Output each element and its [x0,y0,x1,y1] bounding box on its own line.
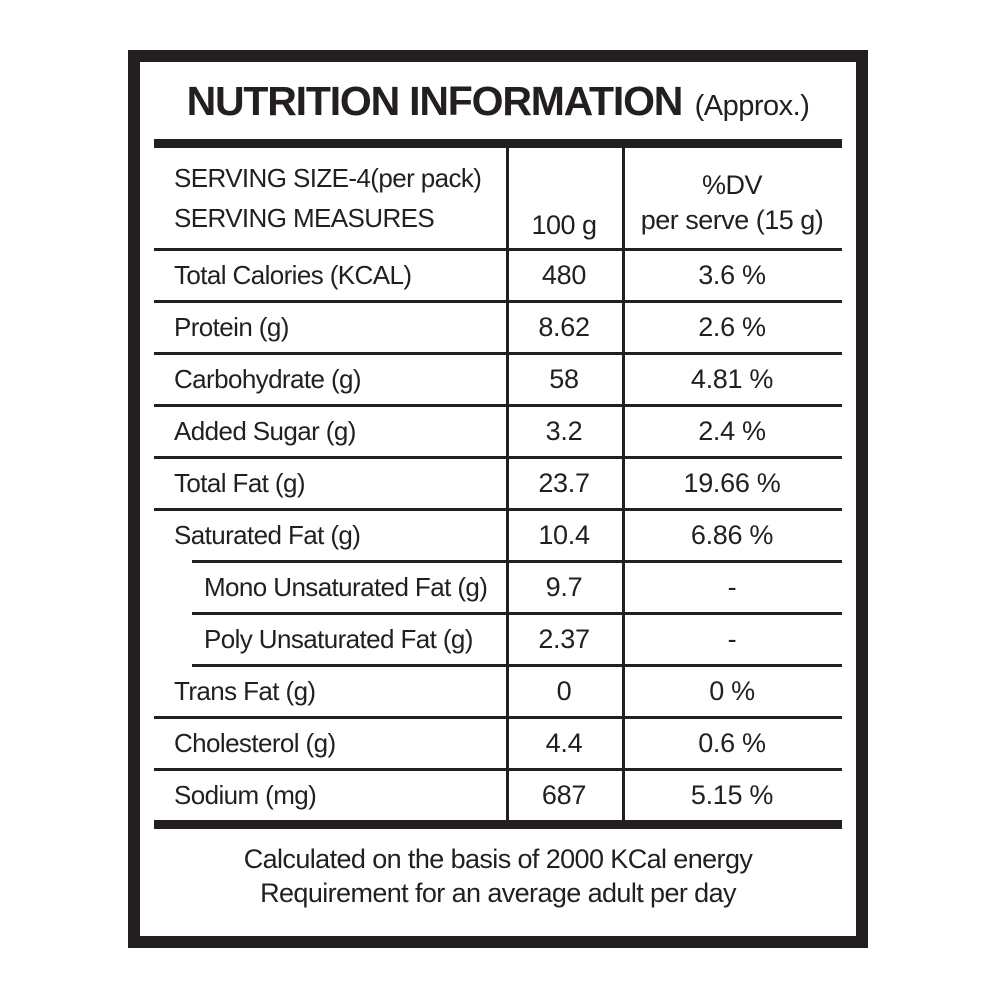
dv-column-header-line1: %DV [701,170,763,200]
row-separator [154,456,842,459]
bottom-thick-rule [154,820,842,829]
nutrient-amount: 2.37 [538,624,590,654]
nutrient-amount: 3.2 [545,416,583,446]
row-separator [154,508,842,511]
nutrient-name: Trans Fat (g) [174,676,316,706]
nutrient-dv: 3.6 % [698,260,766,290]
nutrient-name: Mono Unsaturated Fat (g) [204,572,488,602]
nutrient-name: Cholesterol (g) [174,728,336,758]
nutrient-amount: 8.62 [538,312,590,342]
column-divider-2 [622,148,625,820]
nutrient-name: Protein (g) [174,312,289,342]
serving-size-text: SERVING SIZE-4(per pack) [174,162,482,193]
serving-measures-text: SERVING MEASURES [174,202,435,233]
nutrient-name: Total Calories (KCAL) [174,260,412,290]
nutrient-dv: 4.81 % [690,364,774,394]
dv-column-header: %DV per serve (15 g) [622,148,842,248]
nutrient-dv: - [727,572,737,602]
serving-header-cell: SERVING SIZE-4(per pack) SERVING MEASURE… [154,148,506,248]
label-title: NUTRITION INFORMATION [186,78,684,124]
nutrient-row-saturated-fat: Saturated Fat (g) 10.4 6.86 % [154,511,842,560]
row-separator [154,300,842,303]
row-separator [154,768,842,771]
dv-column-header-line2: per serve (15 g) [640,205,824,235]
row-separator-indented [192,612,842,615]
row-separator [154,716,842,719]
nutrition-table: SERVING SIZE-4(per pack) SERVING MEASURE… [154,148,842,820]
row-separator [154,404,842,407]
amount-column-header: 100 g [506,148,622,248]
amount-column-header-text: 100 g [531,210,597,240]
nutrient-name: Total Fat (g) [174,468,306,498]
nutrient-amount: 4.4 [545,728,583,758]
row-separator-indented [192,664,842,667]
nutrient-amount: 10.4 [538,520,590,550]
nutrient-row-added-sugar: Added Sugar (g) 3.2 2.4 % [154,407,842,456]
nutrition-label: NUTRITION INFORMATION (Approx.) SERVING … [128,50,868,948]
nutrient-amount: 480 [541,260,587,290]
nutrient-amount: 23.7 [538,468,590,498]
row-separator [154,352,842,355]
nutrient-dv: 2.4 % [698,416,766,446]
table-header-row: SERVING SIZE-4(per pack) SERVING MEASURE… [154,148,842,248]
row-separator [154,248,842,251]
nutrient-name: Poly Unsaturated Fat (g) [204,624,473,654]
footer-note: Calculated on the basis of 2000 KCal ene… [140,842,856,910]
nutrient-dv: 6.86 % [690,520,774,550]
footer-note-line2: Requirement for an average adult per day [260,878,736,908]
nutrient-amount: 0 [556,676,572,706]
nutrient-row-poly-unsaturated-fat: Poly Unsaturated Fat (g) 2.37 - [154,615,842,664]
nutrient-dv: - [727,624,737,654]
nutrient-amount: 9.7 [545,572,583,602]
nutrient-row-carbohydrate: Carbohydrate (g) 58 4.81 % [154,355,842,404]
nutrient-row-trans-fat: Trans Fat (g) 0 0 % [154,667,842,716]
nutrient-row-protein: Protein (g) 8.62 2.6 % [154,303,842,352]
nutrient-name: Added Sugar (g) [174,416,356,446]
nutrient-dv: 5.15 % [690,780,774,810]
top-thick-rule [154,139,842,148]
nutrient-dv: 19.66 % [683,468,781,498]
nutrient-amount: 687 [541,780,587,810]
nutrient-amount: 58 [549,364,579,394]
footer-note-line1: Calculated on the basis of 2000 KCal ene… [243,844,753,874]
column-divider-1 [506,148,509,820]
nutrient-name: Sodium (mg) [174,780,317,810]
nutrient-row-total-calories: Total Calories (KCAL) 480 3.6 % [154,251,842,300]
nutrient-dv: 0 % [709,676,755,706]
label-title-block: NUTRITION INFORMATION (Approx.) [140,78,856,125]
nutrient-row-total-fat: Total Fat (g) 23.7 19.66 % [154,459,842,508]
nutrient-row-cholesterol: Cholesterol (g) 4.4 0.6 % [154,719,842,768]
nutrient-dv: 2.6 % [698,312,766,342]
nutrient-name: Carbohydrate (g) [174,364,362,394]
label-title-approx: (Approx.) [694,90,810,122]
row-separator-indented [192,560,842,563]
nutrient-row-mono-unsaturated-fat: Mono Unsaturated Fat (g) 9.7 - [154,563,842,612]
nutrient-row-sodium: Sodium (mg) 687 5.15 % [154,771,842,820]
nutrient-name: Saturated Fat (g) [174,520,361,550]
nutrient-dv: 0.6 % [698,728,766,758]
